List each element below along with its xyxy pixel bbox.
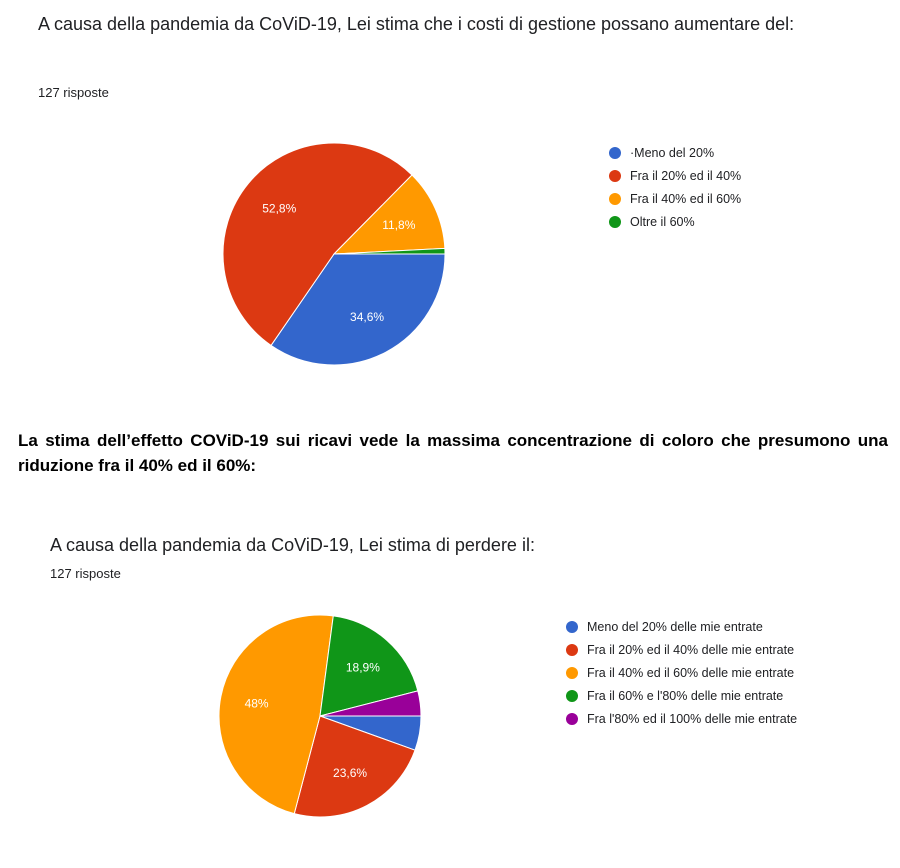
legend-2: Meno del 20% delle mie entrate Fra il 20%… bbox=[566, 615, 797, 730]
pie1-slice-1 bbox=[222, 142, 413, 347]
legend2-swatch-0 bbox=[566, 620, 578, 633]
legend2-label-0: Meno del 20% delle mie entrate bbox=[587, 619, 763, 634]
legend1-swatch-2 bbox=[609, 192, 621, 205]
legend1-item-3: Oltre il 60% bbox=[609, 210, 741, 233]
pie2-label-1: 23,6% bbox=[333, 766, 367, 780]
question-1-title: A causa della pandemia da CoViD-19, Lei … bbox=[38, 14, 795, 34]
legend2-item-2: Fra il 40% ed il 60% delle mie entrate bbox=[566, 661, 797, 684]
caption-text: La stima dell’effetto COViD-19 sui ricav… bbox=[18, 431, 888, 475]
legend2-item-0: Meno del 20% delle mie entrate bbox=[566, 615, 797, 638]
pie2-label-3: 18,9% bbox=[346, 661, 380, 675]
legend2-item-4: Fra l'80% ed il 100% delle mie entrate bbox=[566, 707, 797, 730]
legend2-item-1: Fra il 20% ed il 40% delle mie entrate bbox=[566, 638, 797, 661]
legend1-label-2: Fra il 40% ed il 60% bbox=[630, 191, 742, 206]
pie2-label-2: 48% bbox=[245, 696, 269, 710]
legend1-item-2: Fra il 40% ed il 60% bbox=[609, 187, 741, 210]
legend2-label-1: Fra il 20% ed il 40% delle mie entrate bbox=[587, 642, 795, 657]
legend1-label-3: Oltre il 60% bbox=[630, 214, 695, 229]
pie2-slice-4 bbox=[319, 690, 422, 717]
legend1-label-1: Fra il 20% ed il 40% bbox=[630, 168, 742, 183]
pie-chart-2: 23,6% 48% 18,9% bbox=[218, 614, 422, 818]
legend1-swatch-3 bbox=[609, 215, 621, 228]
pie1-label-0: 34,6% bbox=[350, 310, 384, 324]
pie2-slice-1 bbox=[293, 715, 416, 818]
legend2-label-4: Fra l'80% ed il 100% delle mie entrate bbox=[587, 711, 798, 726]
legend1-item-1: Fra il 20% ed il 40% bbox=[609, 164, 741, 187]
pie2-slice-2 bbox=[218, 614, 334, 815]
pie2-slice-3 bbox=[319, 615, 419, 717]
legend1-item-0: ·Meno del 20% bbox=[609, 141, 741, 164]
legend2-swatch-1 bbox=[566, 643, 578, 656]
pie1-label-1: 52,8% bbox=[262, 202, 296, 216]
legend2-swatch-2 bbox=[566, 666, 578, 679]
legend2-swatch-3 bbox=[566, 689, 578, 702]
legend2-label-2: Fra il 40% ed il 60% delle mie entrate bbox=[587, 665, 795, 680]
pie-chart-1: 34,6% 52,8% 11,8% bbox=[222, 142, 446, 366]
pie1-label-2: 11,8% bbox=[382, 218, 415, 232]
legend1-swatch-1 bbox=[609, 169, 621, 182]
legend-1: ·Meno del 20% Fra il 20% ed il 40% Fra il … bbox=[609, 141, 741, 233]
pie1-slice-3 bbox=[333, 247, 446, 255]
pie1-slice-0 bbox=[270, 253, 446, 366]
legend2-label-3: Fra il 60% e l'80% delle mie entrate bbox=[587, 688, 784, 703]
legend2-swatch-4 bbox=[566, 712, 578, 725]
pie1-slice-2 bbox=[332, 174, 446, 255]
question-2-title: A causa della pandemia da CoViD-19, Lei … bbox=[50, 535, 535, 555]
legend1-label-0: ·Meno del 20% bbox=[630, 145, 715, 160]
response-count-2: 127 risposte bbox=[50, 566, 121, 581]
legend1-swatch-0 bbox=[609, 146, 621, 159]
legend2-item-3: Fra il 60% e l'80% delle mie entrate bbox=[566, 684, 797, 707]
response-count-1: 127 risposte bbox=[38, 85, 109, 100]
